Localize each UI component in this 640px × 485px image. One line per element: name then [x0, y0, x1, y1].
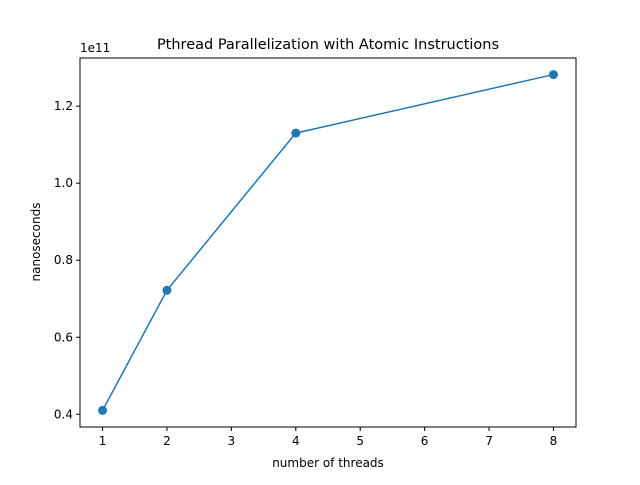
data-point	[98, 405, 108, 415]
series-layer	[98, 70, 558, 415]
y-tick-label: 1.0	[54, 176, 73, 190]
series-line	[101, 73, 554, 411]
data-point	[291, 128, 301, 138]
y-tick-label: 0.4	[54, 407, 73, 421]
y-tick-label: 0.6	[54, 330, 73, 344]
x-tick-label: 7	[485, 434, 493, 448]
x-axis-label: number of threads	[272, 456, 384, 470]
data-point	[162, 285, 172, 295]
x-tick-label: 4	[292, 434, 300, 448]
x-axis: 1 2 3 4 5 6 7 8	[99, 427, 558, 448]
x-tick-label: 3	[228, 434, 236, 448]
data-point	[548, 70, 558, 80]
y-tick-label: 1.2	[54, 99, 73, 113]
y-axis: 0.4 0.6 0.8 1.0 1.2	[54, 99, 80, 421]
plot-frame	[79, 57, 577, 428]
x-tick-label: 6	[421, 434, 429, 448]
y-axis-label: nanoseconds	[29, 203, 43, 282]
x-tick-label: 5	[356, 434, 364, 448]
y-tick-label: 0.8	[54, 253, 73, 267]
x-tick-label: 1	[99, 434, 107, 448]
y-axis-offset-label: 1e11	[80, 41, 110, 55]
x-tick-label: 2	[163, 434, 171, 448]
chart-title: Pthread Parallelization with Atomic Inst…	[157, 37, 499, 53]
x-tick-label: 8	[550, 434, 558, 448]
